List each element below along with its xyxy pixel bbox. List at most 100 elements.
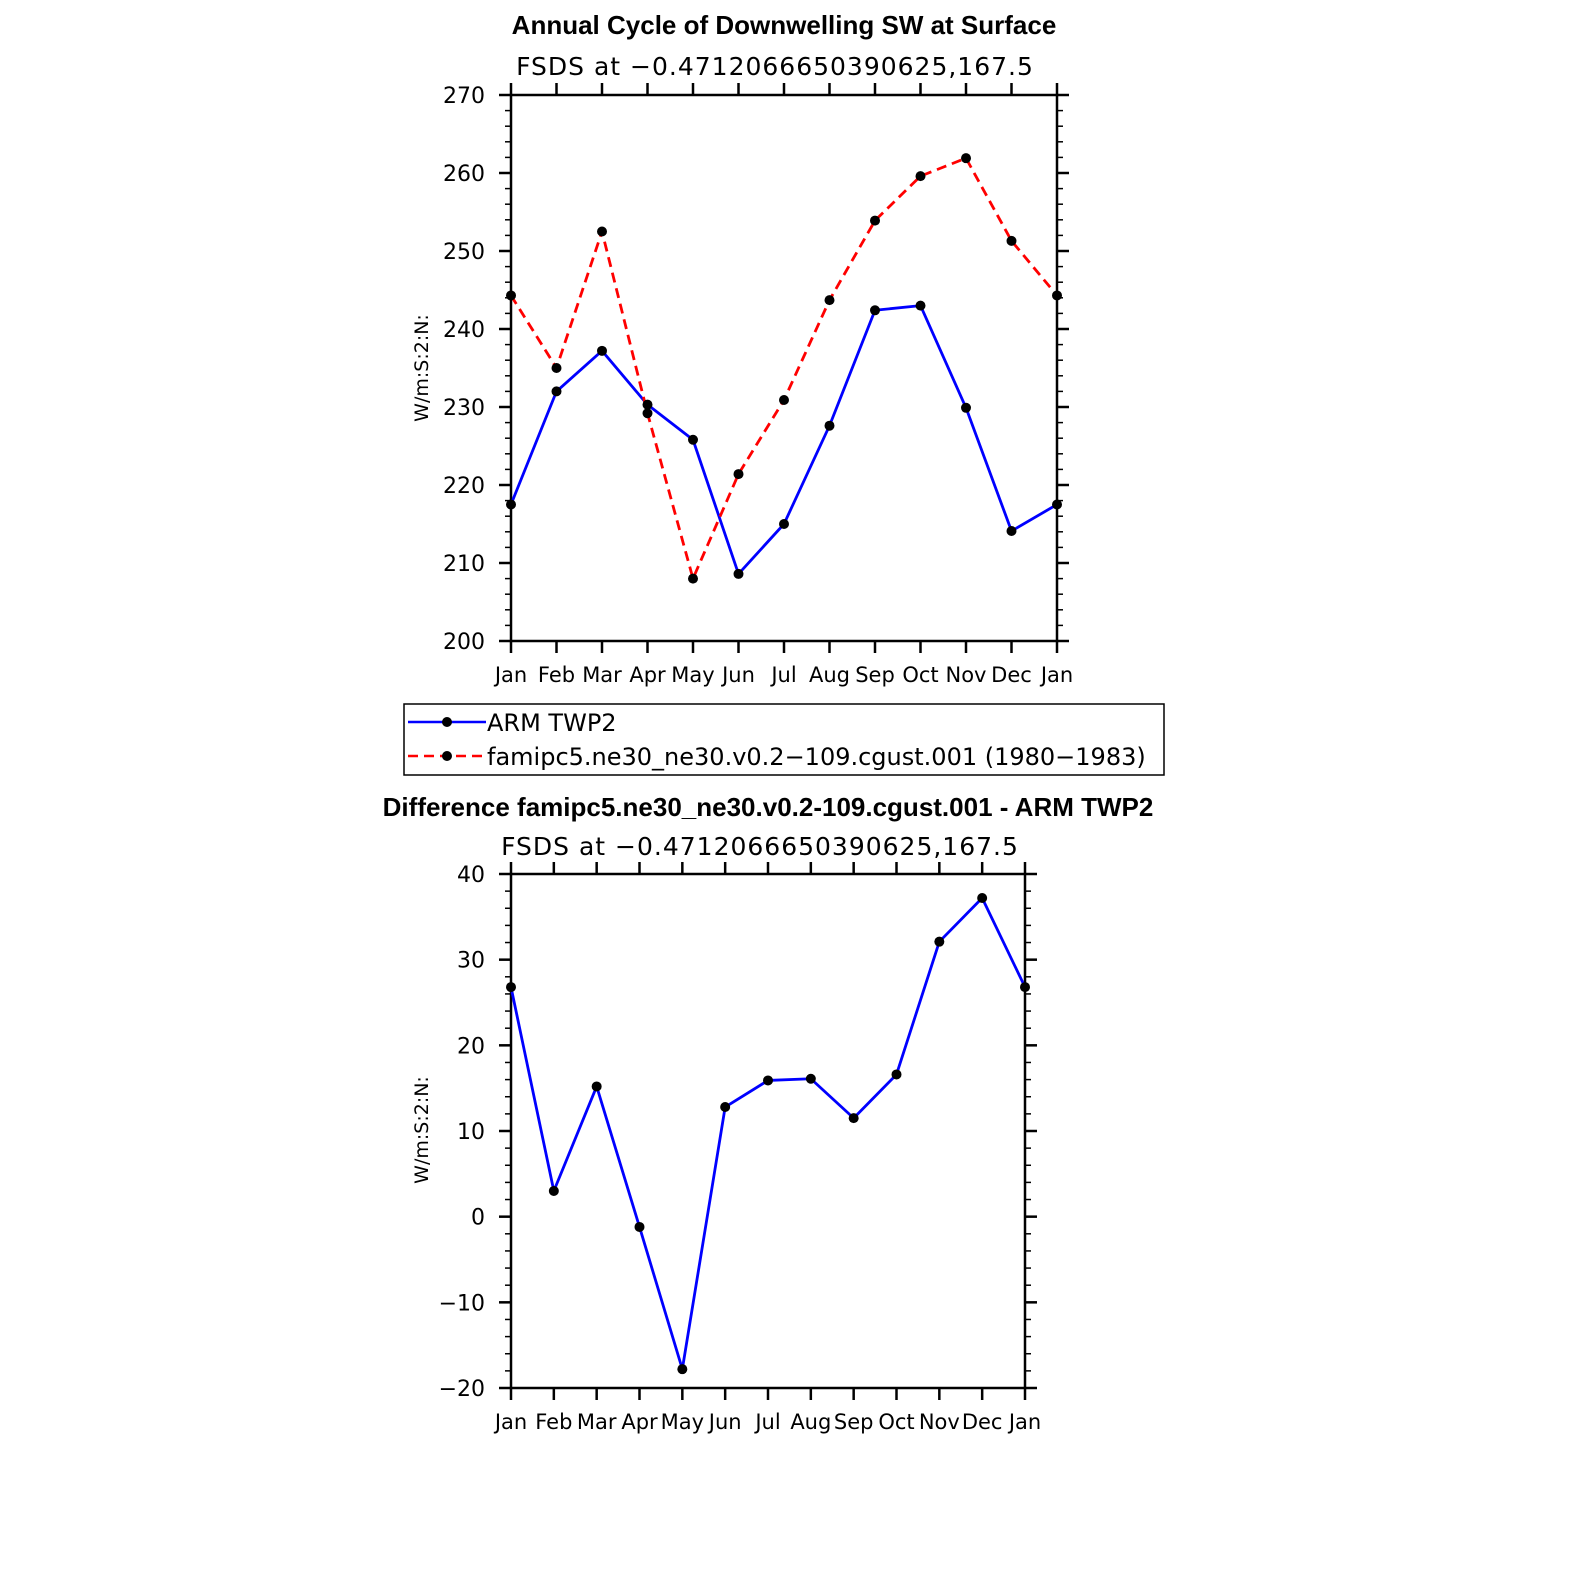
y-tick-label: −20	[439, 1377, 485, 1402]
data-point	[934, 936, 945, 947]
x-tick-label: Jan	[493, 663, 527, 687]
series-group	[506, 153, 1062, 584]
data-point	[915, 300, 926, 311]
x-tick-label: Aug	[809, 663, 850, 687]
y-tick-label: 260	[443, 162, 485, 187]
y-tick-label: 10	[457, 1120, 485, 1145]
data-point	[1006, 235, 1017, 246]
data-point	[1052, 499, 1062, 510]
y-tick-label: 270	[443, 84, 485, 109]
x-tick-label: Mar	[582, 663, 622, 687]
data-point	[824, 295, 835, 306]
data-point	[551, 363, 562, 373]
x-tick-label: Sep	[855, 663, 895, 687]
legend-marker-arm	[442, 717, 452, 727]
legend-box	[403, 703, 1165, 776]
legend-label-model: famipc5.ne30_ne30.v0.2−109.cgust.001 (19…	[487, 743, 1146, 771]
data-point	[870, 215, 880, 226]
annual-cycle-chart: Annual Cycle of Downwelling SW at Surfac…	[411, 10, 1073, 687]
x-tick-label: May	[671, 663, 714, 687]
data-point	[506, 982, 516, 993]
x-tick-label: Apr	[629, 663, 666, 687]
plot-area: Jan Feb Mar Apr May Jun Jul Aug Sep Oct Nov Dec Jan 2…	[443, 83, 1073, 687]
y-tick-label: 240	[443, 318, 485, 343]
data-point	[870, 305, 880, 316]
y-tick-label: 40	[457, 863, 485, 888]
y-tick-label: 250	[443, 240, 485, 265]
x-tick-label: Dec	[962, 1410, 1003, 1434]
data-point	[733, 469, 744, 480]
y-axis-label: W/m:S:2:N:	[411, 1076, 433, 1184]
series-line-0	[509, 304, 1058, 576]
y-tick-label: −10	[439, 1291, 485, 1316]
x-tick-label: Jun	[707, 1410, 742, 1434]
y-tick-label: 0	[471, 1206, 485, 1231]
chart-title: Annual Cycle of Downwelling SW at Surfac…	[512, 10, 1057, 40]
data-point	[677, 1364, 688, 1375]
y-axis-label: W/m:S:2:N:	[411, 314, 433, 422]
x-tick-label: Oct	[878, 1410, 914, 1434]
chart-subtitle: FSDS at −0.4712066650390625,167.5	[516, 52, 1034, 81]
y-tick-label: 230	[443, 396, 485, 421]
data-point	[551, 386, 562, 397]
data-point	[642, 399, 653, 410]
y-tick-label: 200	[443, 630, 485, 655]
x-tick-label: Sep	[834, 1410, 874, 1434]
data-point	[506, 290, 516, 301]
data-point	[506, 499, 516, 510]
legend-label-arm: ARM TWP2	[487, 709, 617, 737]
data-point	[779, 394, 789, 405]
data-point	[763, 1075, 773, 1086]
x-tick-label: Jan	[1007, 1410, 1041, 1434]
x-tick-label: Dec	[991, 663, 1032, 687]
series-line-0	[509, 896, 1027, 1371]
x-tick-label: May	[661, 1410, 704, 1434]
y-tick-label: 30	[457, 949, 485, 974]
x-tick-label: Jan	[493, 1410, 527, 1434]
plot-frame	[509, 872, 1027, 1390]
x-tick-label: Jul	[753, 1410, 780, 1434]
data-point	[688, 434, 698, 445]
data-point	[720, 1102, 731, 1113]
data-point	[848, 1113, 859, 1124]
data-point	[961, 153, 971, 164]
data-point	[688, 573, 698, 584]
x-tick-label: Nov	[919, 1410, 960, 1434]
data-point	[891, 1069, 902, 1080]
x-tick-label: Jul	[769, 663, 796, 687]
data-point	[1006, 526, 1017, 537]
data-point	[961, 402, 971, 413]
data-point	[1020, 982, 1030, 993]
x-tick-label: Aug	[790, 1410, 831, 1434]
x-tick-label: Oct	[902, 663, 938, 687]
data-point	[597, 226, 607, 237]
x-tick-label: Nov	[946, 663, 987, 687]
y-tick-label: 20	[457, 1034, 485, 1059]
data-point	[733, 568, 744, 579]
data-point	[1052, 290, 1062, 301]
x-tick-label: Jan	[1039, 663, 1073, 687]
y-tick-label: 210	[443, 552, 485, 577]
data-point	[824, 420, 835, 431]
data-point	[915, 171, 926, 182]
x-tick-label: Feb	[535, 1410, 572, 1434]
data-point	[642, 408, 653, 419]
data-point	[805, 1073, 816, 1084]
data-point	[548, 1185, 559, 1196]
data-point	[977, 892, 988, 903]
y-tick-label: 220	[443, 474, 485, 499]
data-point	[591, 1081, 602, 1092]
x-tick-label: Apr	[621, 1410, 658, 1434]
x-tick-label: Feb	[538, 663, 575, 687]
data-point	[597, 345, 607, 356]
legend: ARM TWP2 famipc5.ne30_ne30.v0.2−109.cgus…	[403, 703, 1165, 776]
series-group	[506, 892, 1030, 1375]
data-point	[779, 519, 789, 529]
chart-subtitle: FSDS at −0.4712066650390625,167.5	[501, 832, 1019, 861]
data-point	[634, 1221, 645, 1232]
series-line-1	[509, 156, 1059, 580]
plot-area: Jan Feb Mar Apr May Jun Jul Aug Sep Oct Nov Dec Jan−…	[439, 862, 1041, 1434]
x-tick-label: Jun	[720, 663, 755, 687]
difference-chart: Difference famipc5.ne30_ne30.v0.2-109.cg…	[383, 792, 1154, 1434]
